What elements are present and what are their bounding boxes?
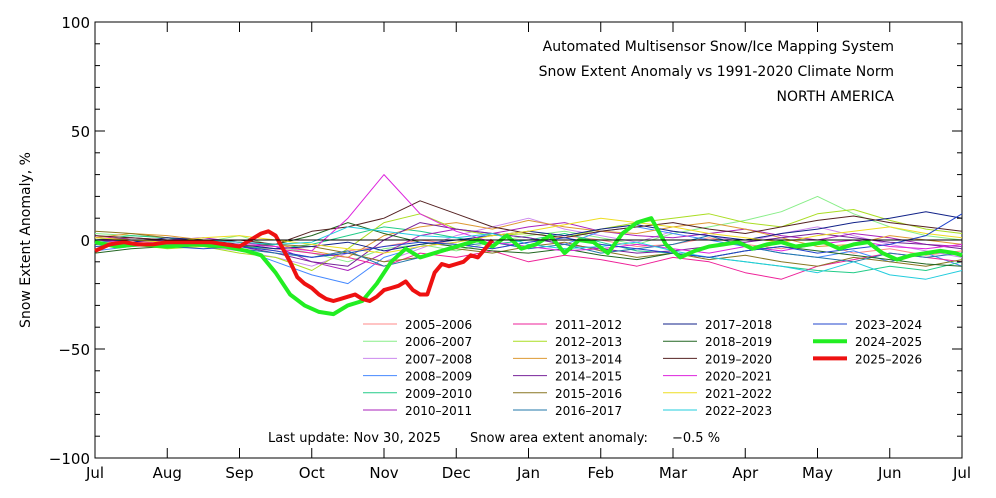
x-tick-label: Jun xyxy=(877,464,901,482)
legend-label: 2018–2019 xyxy=(705,335,772,349)
y-axis-label: Snow Extent Anomaly, % xyxy=(18,152,34,328)
x-tick-label: Apr xyxy=(732,464,759,482)
legend-label: 2014–2015 xyxy=(555,370,622,384)
y-tick-label: 0 xyxy=(80,232,90,250)
series-line-2013-2014 xyxy=(94,219,963,258)
x-tick-label: Jan xyxy=(516,464,540,482)
x-tick-label: May xyxy=(802,464,833,482)
footer-anomaly-value: −0.5 % xyxy=(672,431,720,446)
x-tick-label: Sep xyxy=(225,464,253,482)
x-tick-label: Jul xyxy=(952,464,971,482)
legend-label: 2024–2025 xyxy=(855,335,922,349)
legend-label: 2015–2016 xyxy=(555,387,622,401)
legend-label: 2011–2012 xyxy=(555,318,622,332)
x-tick-label: Dec xyxy=(442,464,471,482)
legend-label: 2006–2007 xyxy=(405,335,472,349)
chart-title-line-1: Automated Multisensor Snow/Ice Mapping S… xyxy=(543,39,894,55)
legend-label: 2013–2014 xyxy=(555,352,622,366)
legend-label: 2019–2020 xyxy=(705,352,772,366)
legend-label: 2022–2023 xyxy=(705,404,772,418)
series-line-2022-2023 xyxy=(94,226,963,280)
y-tick-label: −100 xyxy=(49,450,90,468)
x-tick-label: Aug xyxy=(153,464,182,482)
legend-label: 2016–2017 xyxy=(555,404,622,418)
legend-label: 2023–2024 xyxy=(855,318,922,332)
series-line-2025-2026 xyxy=(94,229,494,303)
legend-label: 2007–2008 xyxy=(405,352,472,366)
series-lines xyxy=(94,174,963,317)
legend-label: 2005–2006 xyxy=(405,318,472,332)
footer-last-update: Last update: Nov 30, 2025 xyxy=(268,431,441,446)
y-tick-label: 100 xyxy=(61,14,90,32)
chart-title-region: NORTH AMERICA xyxy=(777,89,895,105)
series-line-2024-2025 xyxy=(94,216,963,317)
x-tick-label: Mar xyxy=(659,464,688,482)
y-tick-label: −50 xyxy=(58,341,90,359)
legend-label: 2025–2026 xyxy=(855,352,922,366)
x-tick-label: Feb xyxy=(587,464,614,482)
footer-anomaly-label: Snow area extent anomaly: xyxy=(470,431,648,446)
legend-label: 2012–2013 xyxy=(555,335,622,349)
x-tick-label: Oct xyxy=(299,464,325,482)
x-tick-label: Nov xyxy=(369,464,398,482)
legend: 2005–2006 2006–2007 2007–2008 2008–2009 2009… xyxy=(363,318,922,418)
legend-label: 2010–2011 xyxy=(405,404,472,418)
series-line-2006-2007 xyxy=(94,195,963,263)
legend-label: 2009–2010 xyxy=(405,387,472,401)
series-line-2021-2022 xyxy=(94,217,963,254)
legend-label: 2020–2021 xyxy=(705,370,772,384)
legend-label: 2021–2022 xyxy=(705,387,772,401)
x-tick-label: Jul xyxy=(85,464,104,482)
chart-title-line-2: Snow Extent Anomaly vs 1991-2020 Climate… xyxy=(539,64,894,80)
legend-label: 2017–2018 xyxy=(705,318,772,332)
legend-label: 2008–2009 xyxy=(405,370,472,384)
y-tick-label: 50 xyxy=(71,123,90,141)
